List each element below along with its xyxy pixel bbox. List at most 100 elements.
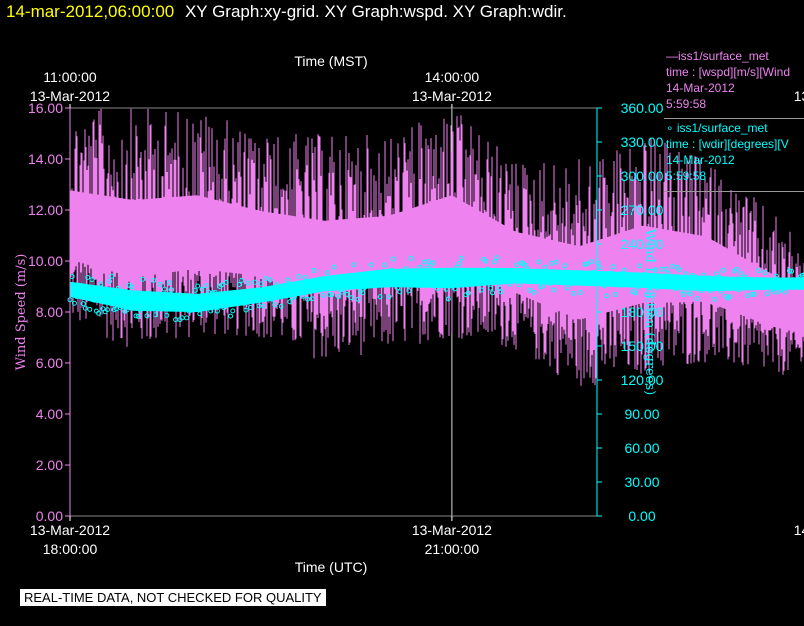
wind-direction-point: [118, 305, 124, 311]
left-tick-label: 2.00: [36, 457, 63, 473]
wind-direction-point: [751, 291, 757, 297]
wind-direction-point: [85, 275, 91, 280]
left-tick-label: 12.00: [28, 202, 63, 218]
wind-direction-point: [707, 288, 713, 293]
wind-direction-point: [368, 262, 374, 268]
wind-direction-point: [718, 288, 724, 294]
wind-direction-point: [223, 279, 229, 285]
wind-direction-point: [300, 293, 306, 299]
wind-direction-point: [692, 274, 698, 280]
wind-direction-point: [507, 281, 513, 287]
wind-direction-point: [566, 277, 572, 283]
wind-direction-series: [67, 255, 804, 323]
wind-direction-point: [153, 312, 159, 318]
wind-direction-point: [148, 297, 154, 303]
wind-direction-point: [388, 267, 394, 273]
wind-direction-point: [753, 281, 759, 287]
wind-direction-point: [780, 283, 786, 289]
left-axis-label: Wind Speed (m/s): [14, 254, 29, 371]
wind-direction-point: [335, 294, 341, 299]
wind-direction-point: [459, 255, 465, 261]
wind-direction-point: [432, 268, 438, 274]
wind-direction-point: [443, 286, 449, 292]
wind-direction-point: [327, 291, 333, 297]
wind-direction-point: [135, 313, 141, 319]
wind-direction-point: [309, 296, 315, 302]
wind-direction-point: [703, 286, 709, 292]
wind-direction-point: [606, 270, 612, 276]
wind-direction-point: [533, 268, 539, 274]
wind-direction-point: [340, 289, 346, 295]
wind-direction-point: [252, 279, 258, 285]
wind-direction-point: [410, 268, 416, 274]
wind-direction-point: [646, 277, 652, 283]
wind-direction-point: [553, 259, 559, 265]
right-tick-label: 300.00: [621, 168, 664, 184]
legend-wind-speed-time: 5:59:58: [666, 97, 707, 111]
wind-direction-point: [197, 311, 203, 317]
wind-direction-point: [542, 264, 548, 270]
wind-direction-point: [404, 266, 410, 272]
wind-direction-point: [650, 292, 656, 298]
wind-direction-point: [331, 264, 337, 270]
wind-direction-point: [162, 286, 168, 292]
wind-direction-point: [487, 285, 493, 291]
wind-direction-point: [729, 282, 735, 288]
wind-direction-point: [166, 280, 172, 286]
wind-direction-point: [129, 284, 135, 290]
wind-direction-point: [322, 281, 328, 287]
wind-direction-point: [652, 267, 658, 273]
wind-direction-point: [683, 271, 689, 277]
wind-direction-point: [384, 279, 390, 285]
wind-direction-point: [681, 292, 687, 297]
wind-direction-point: [408, 255, 414, 261]
wind-direction-point: [362, 284, 368, 290]
wind-direction-point: [632, 290, 638, 296]
wind-direction-point: [595, 260, 601, 266]
wind-direction-point: [373, 277, 379, 283]
wind-direction-point: [164, 312, 170, 318]
wind-direction-point: [419, 280, 425, 286]
wind-direction-point: [96, 310, 102, 316]
wind-direction-point: [610, 264, 616, 270]
wind-direction-point: [762, 270, 768, 276]
wind-direction-point: [764, 291, 770, 297]
wind-direction-point: [687, 291, 693, 297]
wind-direction-point: [584, 261, 590, 267]
wind-direction-point: [208, 308, 214, 314]
wind-direction-point: [159, 293, 165, 299]
header-title: 14-mar-2012,06:00:00 XY Graph:xy-grid. X…: [6, 2, 567, 22]
wind-direction-point: [782, 289, 788, 295]
wind-direction-point: [250, 293, 256, 299]
wind-direction-point: [258, 281, 264, 287]
wind-direction-point: [190, 300, 196, 306]
wind-direction-point: [641, 272, 647, 277]
wind-direction-point: [760, 279, 766, 284]
wind-direction-point: [395, 285, 401, 291]
wind-direction-point: [582, 261, 588, 267]
axes-layer: 0.00 2.00 4.00 6.00 8.00 10.00 12.00 14.00 16.00…: [28, 69, 804, 557]
wind-direction-point: [379, 282, 385, 288]
wind-direction-point: [720, 267, 726, 273]
legend-wind-speed-date: 14-Mar-2012: [666, 81, 735, 95]
wind-direction-point: [316, 286, 322, 292]
left-tick-label: 0.00: [36, 508, 63, 524]
wind-direction-point: [564, 285, 570, 291]
wind-direction-point: [727, 294, 733, 300]
wind-direction-point: [505, 275, 511, 281]
wind-direction-point: [278, 303, 284, 309]
wind-direction-point: [364, 277, 370, 283]
wind-direction-point: [712, 296, 718, 302]
wind-direction-point: [571, 290, 577, 296]
wind-direction-point: [228, 313, 234, 319]
wind-direction-point: [716, 274, 722, 280]
wind-direction-point: [657, 283, 663, 289]
legend-divider: [664, 118, 804, 119]
wind-direction-point: [736, 287, 742, 293]
wind-direction-point: [146, 290, 152, 296]
right-tick-label: 60.00: [624, 440, 659, 456]
wind-direction-point: [569, 281, 575, 287]
wind-direction-point: [333, 278, 339, 284]
bottom-axis-title: Time (UTC): [295, 559, 368, 575]
